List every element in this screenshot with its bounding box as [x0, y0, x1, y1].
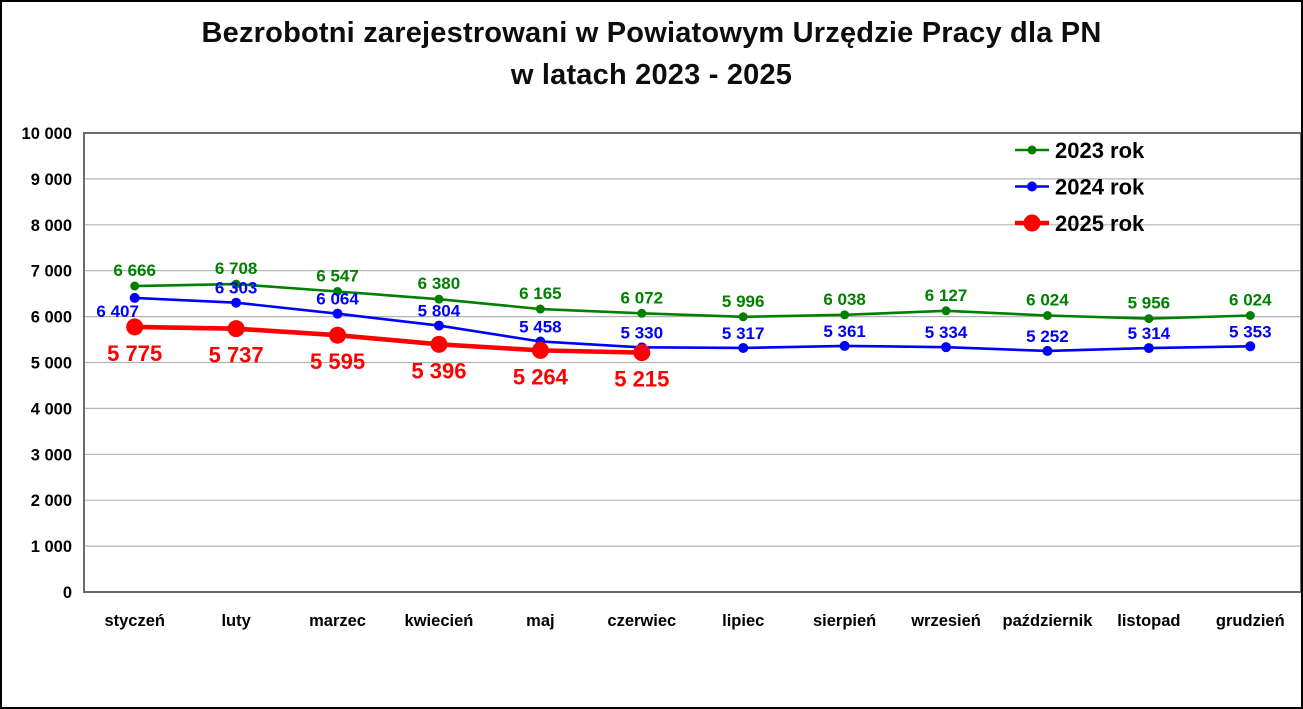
y-axis-tick-label: 7 000	[31, 263, 72, 281]
data-label: 5 396	[411, 358, 466, 383]
data-point-marker	[633, 344, 651, 362]
plot-area-border	[83, 132, 1301, 593]
series-line-2023-rok	[134, 282, 1251, 320]
data-label: 5 996	[722, 292, 765, 311]
data-label: 6 380	[418, 274, 461, 293]
data-label: 6 165	[519, 284, 562, 303]
data-label: 5 804	[418, 302, 461, 321]
data-label: 5 775	[107, 341, 162, 366]
data-point-marker	[430, 335, 448, 353]
data-label: 5 330	[621, 323, 664, 342]
legend-marker	[1027, 181, 1037, 192]
x-axis-month-label: luty	[221, 612, 251, 630]
data-point-marker	[738, 312, 748, 322]
data-point-marker	[434, 294, 444, 304]
data-point-marker	[941, 306, 951, 316]
data-label: 6 064	[316, 290, 359, 309]
x-axis-month-label: maj	[526, 612, 554, 630]
data-label: 5 361	[823, 322, 866, 341]
data-label: 6 024	[1026, 290, 1069, 309]
x-axis-month-label: styczeń	[104, 612, 165, 630]
chart-title-line1: Bezrobotni zarejestrowani w Powiatowym U…	[201, 17, 1102, 49]
data-label: 6 303	[215, 279, 258, 298]
data-point-marker	[1245, 310, 1255, 320]
data-point-marker	[839, 340, 850, 351]
data-point-marker	[1042, 345, 1053, 356]
data-label: 5 353	[1229, 322, 1272, 341]
data-point-marker	[329, 326, 347, 344]
y-axis-tick-label: 4 000	[31, 400, 72, 418]
data-point-marker	[130, 281, 140, 291]
data-label: 6 547	[316, 266, 359, 285]
y-axis-tick-label: 1 000	[31, 538, 72, 556]
x-axis-month-label: sierpień	[813, 612, 876, 630]
y-axis-tick-label: 10 000	[22, 125, 72, 143]
data-point-marker	[1143, 343, 1154, 354]
data-label: 6 127	[925, 286, 968, 305]
data-label: 6 407	[96, 302, 139, 321]
chart-title: Bezrobotni zarejestrowani w Powiatowym U…	[2, 12, 1301, 96]
y-axis-tick-label: 5 000	[31, 355, 72, 373]
x-axis-month-label: październik	[1003, 612, 1094, 630]
data-label: 5 956	[1128, 294, 1171, 313]
data-label: 5 595	[310, 349, 365, 374]
y-axis-tick-label: 3 000	[31, 446, 72, 464]
data-label: 5 458	[519, 317, 562, 336]
legend-label: 2023 rok	[1055, 138, 1145, 163]
x-axis-month-label: lipiec	[722, 612, 764, 630]
data-point-marker	[1144, 314, 1154, 324]
data-point-marker	[535, 304, 545, 314]
data-label: 6 666	[113, 261, 156, 280]
data-label: 6 038	[823, 290, 866, 309]
legend-marker	[1023, 214, 1041, 232]
data-point-marker	[840, 310, 850, 320]
x-axis-month-label: grudzień	[1216, 612, 1285, 630]
data-point-marker	[126, 318, 144, 336]
data-point-marker	[333, 286, 343, 296]
data-label: 5 215	[614, 367, 669, 392]
y-axis-tick-label: 8 000	[31, 217, 72, 235]
legend-item: 2025 rok	[1015, 211, 1145, 236]
y-axis-tick-label: 2 000	[31, 492, 72, 510]
x-axis-month-label: czerwiec	[607, 612, 676, 630]
data-point-marker	[129, 292, 140, 303]
data-label: 5 317	[722, 324, 765, 343]
data-label: 5 737	[209, 343, 264, 368]
y-axis-tick-label: 9 000	[31, 171, 72, 189]
data-label: 5 252	[1026, 327, 1069, 346]
data-point-marker	[231, 297, 242, 308]
data-point-marker	[231, 279, 241, 289]
data-point-marker	[332, 308, 343, 319]
legend-marker	[1027, 145, 1037, 155]
x-axis-month-label: wrzesień	[910, 612, 981, 630]
x-axis-month-label: kwiecień	[405, 612, 474, 630]
legend-label: 2024 rok	[1055, 175, 1145, 200]
data-point-marker	[531, 341, 549, 359]
series-line-2025-rok	[134, 324, 642, 355]
data-point-marker	[941, 342, 952, 353]
y-axis-tick-label: 0	[63, 584, 72, 602]
data-label: 6 024	[1229, 290, 1272, 309]
chart-title-line2: w latach 2023 - 2025	[510, 59, 793, 91]
data-label: 5 264	[513, 364, 569, 389]
legend-item: 2024 rok	[1015, 175, 1145, 200]
series-line-2024-rok	[134, 296, 1251, 353]
data-point-marker	[1245, 341, 1256, 352]
data-label: 6 072	[621, 288, 664, 307]
data-label: 6 708	[215, 259, 258, 278]
legend-label: 2025 rok	[1055, 211, 1145, 236]
data-point-marker	[637, 308, 647, 318]
data-point-marker	[1042, 310, 1052, 320]
x-axis-month-label: listopad	[1117, 612, 1180, 630]
data-point-marker	[227, 320, 245, 338]
x-axis-month-label: marzec	[309, 612, 366, 630]
y-axis-tick-label: 6 000	[31, 309, 72, 327]
data-label: 5 314	[1128, 324, 1171, 343]
legend-item: 2023 rok	[1015, 138, 1145, 163]
data-point-marker	[738, 342, 749, 353]
data-point-marker	[433, 320, 444, 331]
data-label: 5 334	[925, 323, 968, 342]
